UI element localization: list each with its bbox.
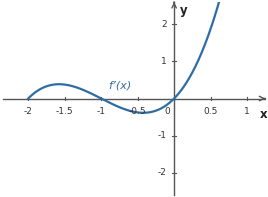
Text: 0.5: 0.5 <box>203 107 218 116</box>
Text: 1: 1 <box>244 107 250 116</box>
Text: -1.5: -1.5 <box>56 107 73 116</box>
Text: -1: -1 <box>97 107 106 116</box>
Text: -2: -2 <box>24 107 33 116</box>
Text: 0: 0 <box>165 107 170 116</box>
Text: -1: -1 <box>158 131 167 140</box>
Text: f’(x): f’(x) <box>108 80 131 90</box>
Text: -0.5: -0.5 <box>129 107 146 116</box>
Text: x: x <box>260 108 268 121</box>
Text: y: y <box>180 4 188 17</box>
Text: 1: 1 <box>161 57 167 66</box>
Text: -2: -2 <box>158 168 167 177</box>
Text: 2: 2 <box>161 20 167 29</box>
